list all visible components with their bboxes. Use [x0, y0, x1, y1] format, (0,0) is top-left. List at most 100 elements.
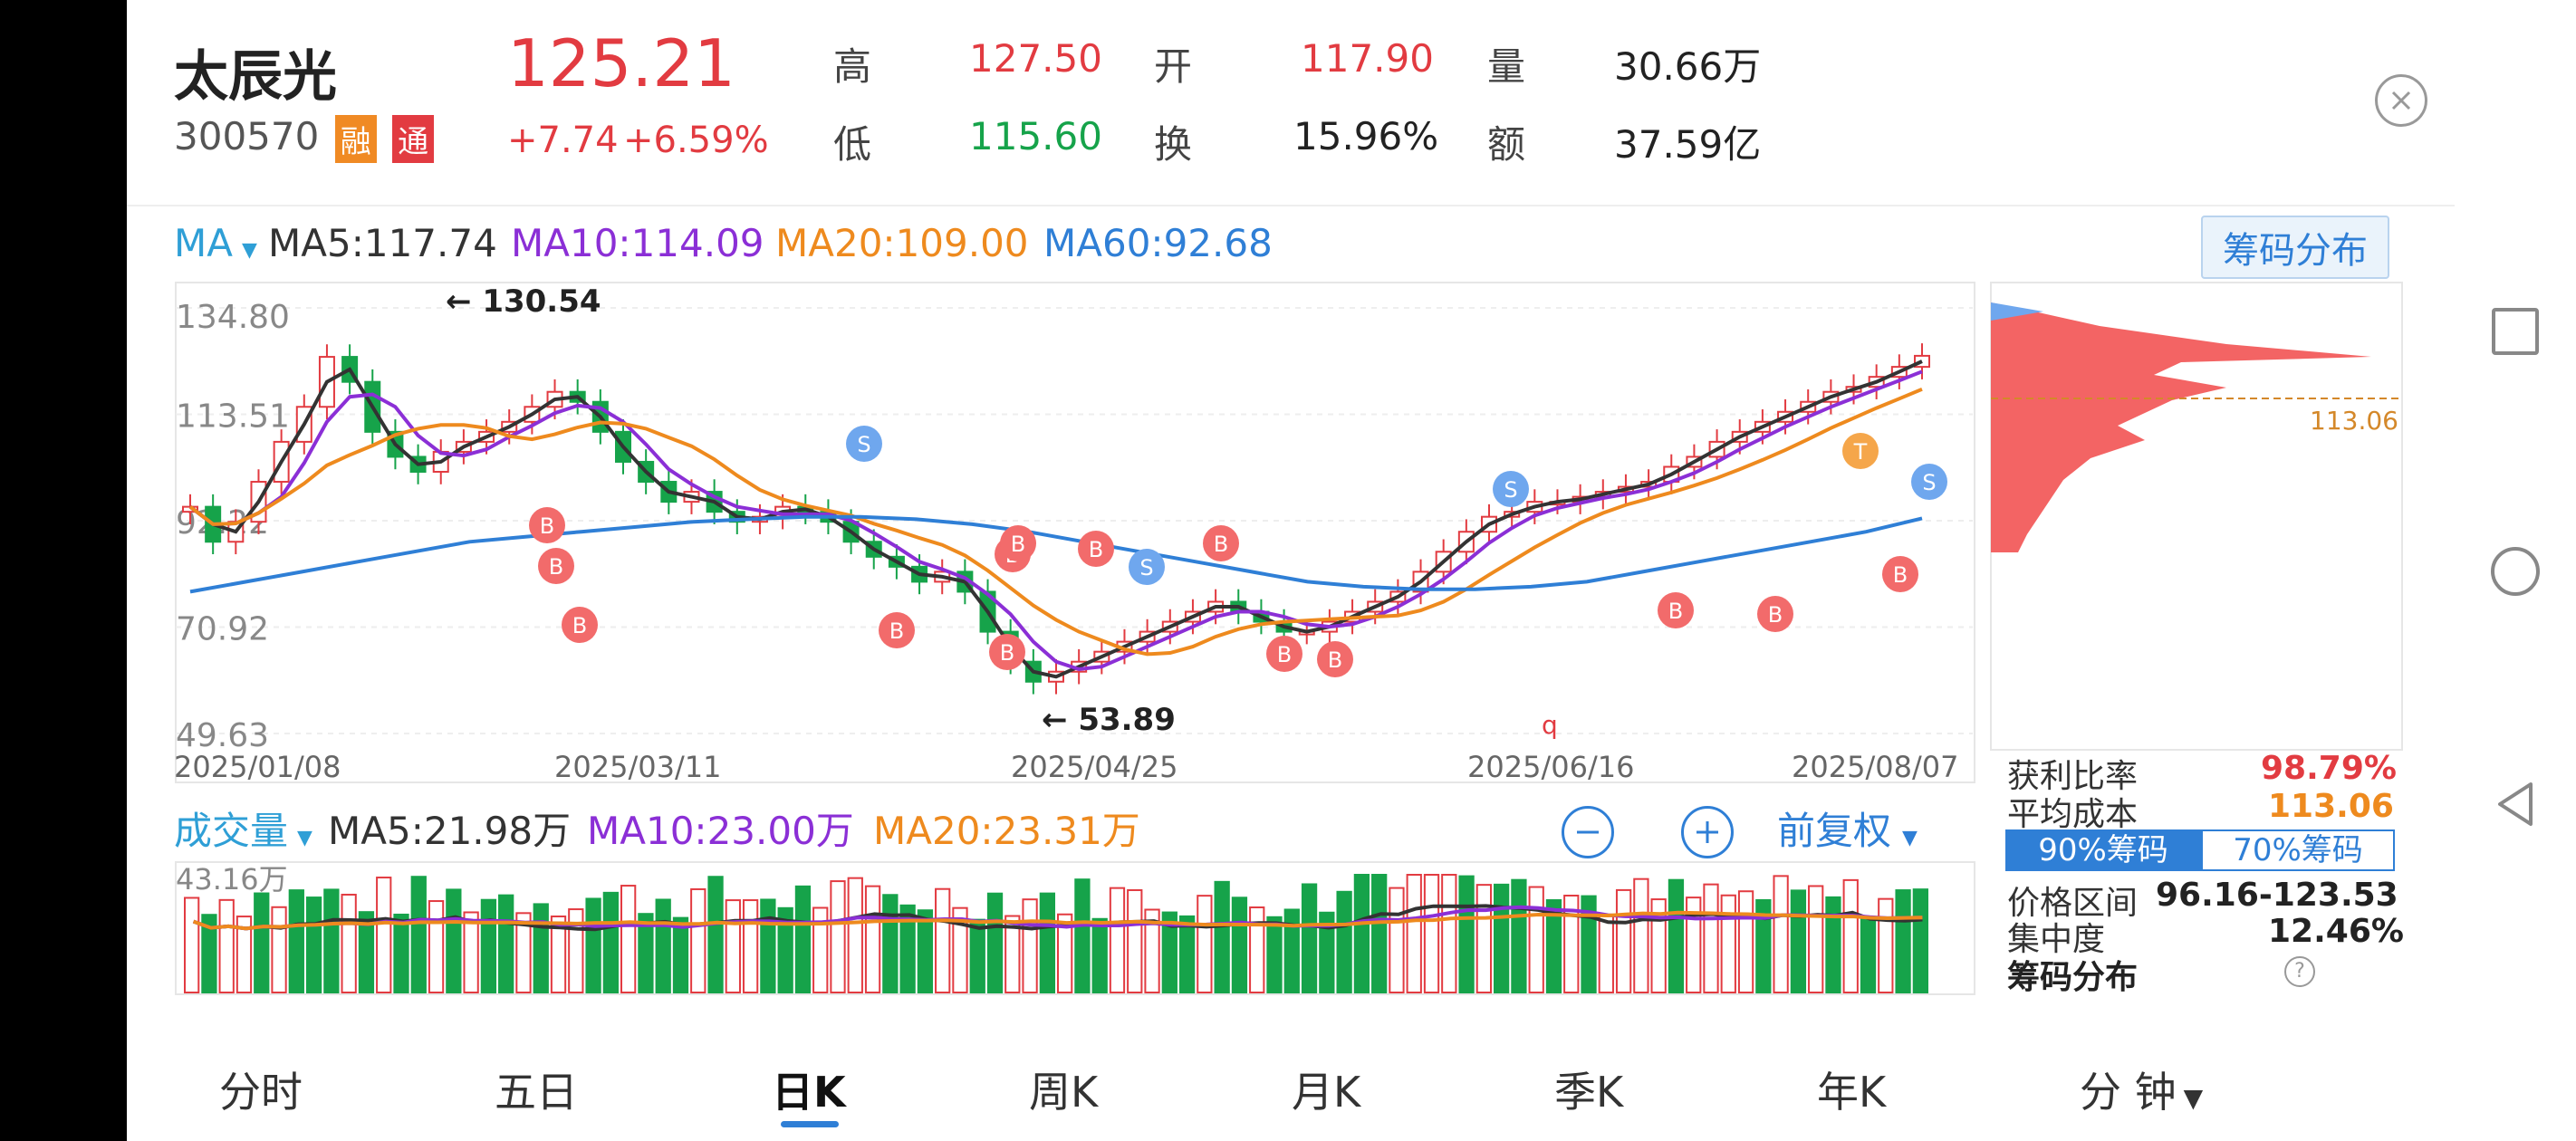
- volume-bar: [1389, 887, 1405, 994]
- current-price: 125.21: [507, 25, 735, 101]
- volume-bar: [1808, 885, 1824, 994]
- buy-marker-icon: [1000, 525, 1036, 561]
- recent-apps-button[interactable]: [2492, 308, 2539, 355]
- buy-marker-label: B: [1328, 647, 1342, 673]
- back-triangle-icon: [2498, 782, 2533, 826]
- volume-chart[interactable]: 43.16万: [174, 860, 1976, 996]
- minus-icon: [1577, 830, 1599, 834]
- volume-selector[interactable]: 成交量 ▼: [174, 801, 312, 856]
- tab-weekly-k[interactable]: 周K: [1029, 1068, 1099, 1117]
- stat-amount-label: 额: [1487, 122, 1526, 167]
- tab-yearly-k[interactable]: 年K: [1817, 1068, 1887, 1117]
- volume-bar: [1755, 898, 1772, 993]
- volume-bar: [1650, 898, 1667, 993]
- system-navigation-bar: [2455, 0, 2576, 1141]
- volume-bar: [1615, 888, 1632, 993]
- volume-frame: [175, 861, 1975, 995]
- volume-bar: [1127, 888, 1143, 994]
- volume-bar: [1161, 911, 1177, 993]
- volume-bar: [1249, 906, 1265, 993]
- volume-bar: [254, 892, 270, 993]
- vol-ma20-value: MA20:23.31万: [873, 809, 1140, 853]
- help-icon[interactable]: ?: [2284, 956, 2315, 987]
- x-tick-label: 2025/08/07: [1792, 750, 1958, 784]
- stat-turnover-label: 换: [1154, 122, 1193, 167]
- stock-code-row: 300570 融 通: [174, 114, 435, 163]
- ma-selector[interactable]: MA ▼: [174, 221, 257, 265]
- buy-marker-icon: [1317, 641, 1353, 677]
- tab-daily-k[interactable]: 日K: [772, 1068, 846, 1117]
- volume-bar: [1266, 916, 1283, 994]
- stock-code: 300570: [174, 114, 320, 158]
- volume-bar: [446, 888, 462, 993]
- x-tick-label: 2025/06/16: [1467, 750, 1634, 784]
- t-marker-label: T: [1853, 439, 1868, 465]
- sell-marker-icon: [1911, 464, 1947, 500]
- avg-cost-value: 113.06: [2268, 788, 2394, 825]
- stat-low-value: 115.60: [969, 114, 1102, 158]
- tab-minute-label: 分 钟: [2080, 1068, 2177, 1117]
- volume-bar: [288, 889, 304, 993]
- volume-bar: [1475, 884, 1492, 993]
- active-tab-indicator: [781, 1121, 839, 1127]
- chip-tab-70[interactable]: 70%筹码: [2201, 829, 2395, 871]
- ma10-value: MA10:114.09: [511, 221, 764, 265]
- volume-bar: [218, 898, 235, 993]
- volume-bar: [1004, 915, 1021, 993]
- concentration-label: 集中度: [2007, 921, 2106, 958]
- volume-bar: [1057, 913, 1073, 993]
- connect-badge: 通: [392, 115, 435, 163]
- volume-bar: [498, 894, 514, 993]
- volume-bar: [899, 904, 916, 993]
- back-button[interactable]: [2494, 781, 2536, 828]
- vol-ma20-line: [192, 910, 1923, 931]
- volume-bar: [1912, 888, 1928, 994]
- ma10-line: [188, 369, 1923, 672]
- zoom-out-button[interactable]: [1562, 806, 1614, 858]
- buy-marker-label: B: [549, 554, 563, 580]
- volume-bar: [428, 900, 445, 994]
- stat-volume-value: 30.66万: [1614, 44, 1762, 89]
- profit-ratio-label: 获利比率: [2007, 758, 2139, 795]
- adjust-selector[interactable]: 前复权 ▼: [1777, 801, 1918, 856]
- volume-bar: [1790, 889, 1807, 993]
- zoom-in-button[interactable]: [1681, 806, 1734, 858]
- home-button[interactable]: [2491, 547, 2540, 596]
- volume-bar: [1441, 874, 1457, 993]
- close-button[interactable]: [2375, 74, 2427, 127]
- buy-marker-icon: [1757, 596, 1793, 632]
- buy-marker-icon: [1203, 525, 1239, 561]
- volume-bar: [341, 893, 357, 993]
- volume-bar: [1178, 915, 1196, 993]
- sell-marker-label: S: [1504, 477, 1517, 503]
- volume-bar: [847, 877, 863, 993]
- volume-bar: [1773, 875, 1789, 993]
- tab-five-day[interactable]: 五日: [495, 1068, 578, 1117]
- buy-marker-label: B: [1089, 537, 1103, 562]
- price-range-value: 96.16-123.53: [2156, 877, 2398, 914]
- volume-bar: [794, 885, 812, 993]
- header-divider: [127, 205, 2455, 206]
- tab-quarterly-k[interactable]: 季K: [1554, 1068, 1624, 1117]
- volume-bar: [1703, 883, 1719, 994]
- tab-minute[interactable]: 分 钟 ▼: [2080, 1060, 2203, 1119]
- volume-bar: [969, 918, 985, 993]
- stat-low-label: 低: [833, 122, 872, 167]
- ma5-value: MA5:117.74: [268, 221, 497, 265]
- volume-max-label: 43.16万: [176, 862, 288, 896]
- chip-avg-price-label: 113.06: [2310, 406, 2398, 436]
- volume-bar: [1091, 917, 1108, 993]
- tab-timeshare[interactable]: 分时: [219, 1068, 303, 1117]
- volume-bar: [533, 903, 549, 993]
- stat-amount-value: 37.59亿: [1614, 122, 1762, 167]
- chip-tab-90[interactable]: 90%筹码: [2005, 829, 2201, 871]
- tab-monthly-k[interactable]: 月K: [1292, 1068, 1361, 1117]
- volume-bar: [690, 887, 706, 993]
- volume-bar: [812, 906, 829, 993]
- volume-bar: [672, 916, 689, 993]
- volume-bar: [305, 896, 322, 993]
- stat-volume-label: 量: [1487, 44, 1526, 89]
- volume-bar: [1720, 894, 1736, 993]
- chip-distribution-button[interactable]: 筹码分布: [2201, 216, 2389, 279]
